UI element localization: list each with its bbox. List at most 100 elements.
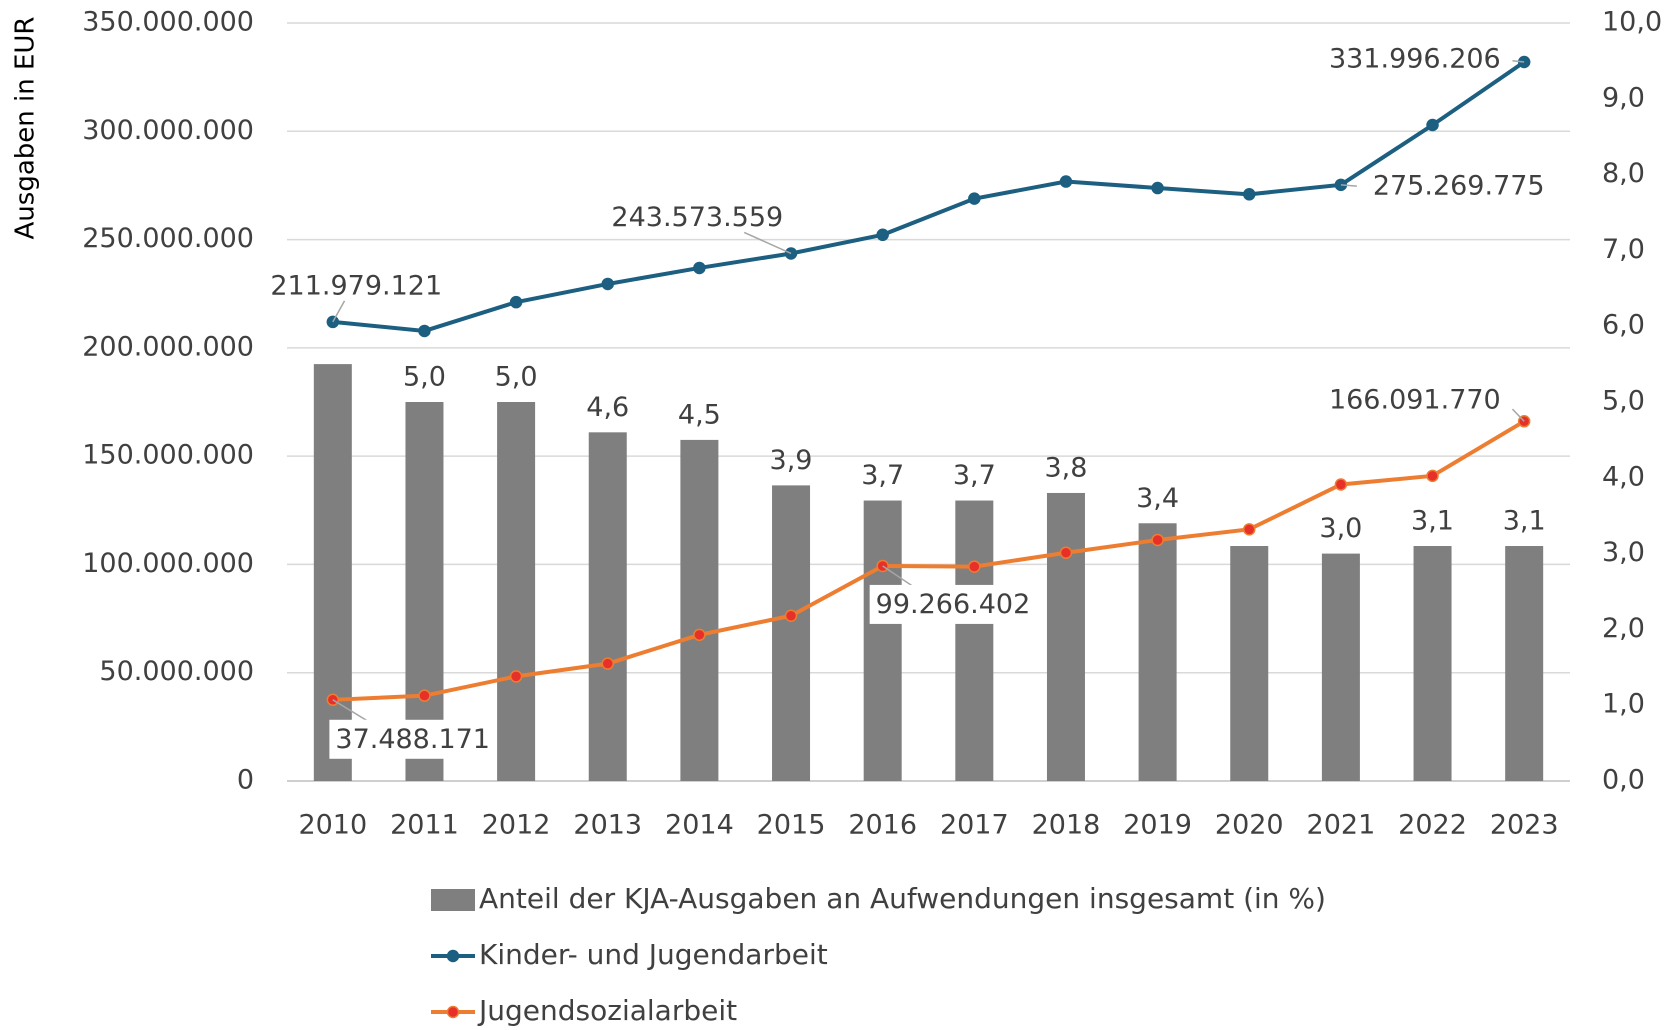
line-marker [784,609,798,623]
line-marker [418,324,431,338]
y2-tick-label: 4,0 [1602,461,1645,492]
line-marker [1243,523,1256,536]
y2-tick-label: 0,0 [1602,765,1645,796]
y-tick-label: 150.000.000 [82,440,254,471]
x-tick-label: 2016 [848,810,917,841]
y-tick-label: 0 [237,765,254,796]
x-tick-label: 2019 [1123,810,1192,841]
legend-label: Kinder- und Jugendarbeit [479,938,828,971]
bar-value-label: 4,5 [678,399,721,430]
leader-line [1512,59,1525,63]
y2-tick-label: 8,0 [1602,158,1645,189]
y2-tick-label: 5,0 [1602,386,1645,417]
y2-tick-label: 7,0 [1602,234,1645,265]
x-tick-label: 2014 [665,810,734,841]
bar [497,402,536,781]
legend-label: Anteil der KJA-Ausgaben an Aufwendungen … [479,882,1326,915]
y-tick-label: 100.000.000 [82,548,254,579]
bar-value-label: 3,9 [770,445,813,476]
legend-marker [446,1005,460,1019]
x-tick-label: 2015 [757,810,826,841]
line-marker [693,261,706,275]
bar-value-label: 3,7 [861,460,904,491]
line-marker [1059,175,1073,188]
x-tick-label: 2012 [482,810,551,841]
line-marker [968,560,981,573]
x-tick-label: 2021 [1307,810,1376,841]
line-value-label: 99.266.402 [876,589,1031,620]
y2-tick-label: 1,0 [1602,689,1645,720]
line-value-label: 243.573.559 [611,202,783,233]
bar-value-label: 3,7 [953,460,996,491]
line-marker [1059,546,1073,559]
line-marker [1243,188,1256,201]
leader-line [743,231,792,255]
line-marker [1426,469,1439,483]
bar [1413,546,1452,781]
bar [1138,523,1177,781]
line-marker [509,670,523,683]
bar [1321,553,1360,781]
line-marker [1426,118,1439,132]
bar [588,432,627,781]
y-tick-label: 350.000.000 [82,7,254,38]
x-tick-label: 2011 [390,810,459,841]
x-tick-label: 2013 [573,810,642,841]
line-marker [968,192,981,205]
bar-value-label: 3,0 [1319,513,1362,544]
x-tick-label: 2022 [1398,810,1467,841]
bar [1046,492,1085,781]
line-marker [1151,181,1164,195]
line-marker [1151,533,1164,547]
line-marker [601,657,614,670]
bar [955,500,994,781]
x-tick-label: 2018 [1032,810,1101,841]
y-axis-label: Ausgaben in EUR [11,17,41,240]
y2-tick-label: 2,0 [1602,613,1645,644]
bar-value-label: 5,0 [495,362,538,393]
leader-line [1511,408,1525,422]
bar-value-label: 3,1 [1503,506,1546,537]
line-marker [876,228,889,242]
line [332,419,1526,702]
bar [680,439,719,781]
y2-tick-label: 9,0 [1602,82,1645,113]
line-value-label: 37.488.171 [335,724,490,755]
line-marker [418,689,431,702]
label-box [869,584,1037,624]
bar [313,364,352,781]
y-tick-label: 200.000.000 [82,331,254,362]
legend-label: Jugendsozialarbeit [477,994,737,1027]
line-value-label: 166.091.770 [1329,385,1501,416]
bar [1230,546,1269,781]
x-tick-label: 2017 [940,810,1009,841]
bar-value-label: 3,4 [1136,483,1179,514]
line-marker [601,277,614,291]
bar [1505,546,1544,781]
x-tick-label: 2023 [1490,810,1559,841]
bar [863,500,902,781]
y-tick-label: 300.000.000 [82,115,254,146]
line-value-label: 331.996.206 [1329,43,1501,74]
bar-value-label: 4,6 [586,392,629,423]
leader-line [332,300,346,323]
y2-tick-label: 10,0 [1602,7,1662,38]
y-tick-label: 250.000.000 [82,223,254,254]
leader-line [1340,184,1357,187]
bar [772,485,811,781]
line-value-label: 211.979.121 [270,270,442,301]
line-marker [1334,478,1348,491]
y2-tick-label: 3,0 [1602,537,1645,568]
bar [405,402,444,781]
line-marker [509,295,523,309]
y-tick-label: 50.000.000 [99,656,254,687]
x-tick-label: 2020 [1215,810,1284,841]
line-value-label: 275.269.775 [1373,170,1545,201]
line [332,60,1526,333]
bar-value-label: 3,8 [1044,452,1087,483]
x-tick-label: 2010 [298,810,367,841]
bar-value-label: 5,0 [403,362,446,393]
bar-value-label: 3,1 [1411,506,1454,537]
line-marker [693,628,706,642]
